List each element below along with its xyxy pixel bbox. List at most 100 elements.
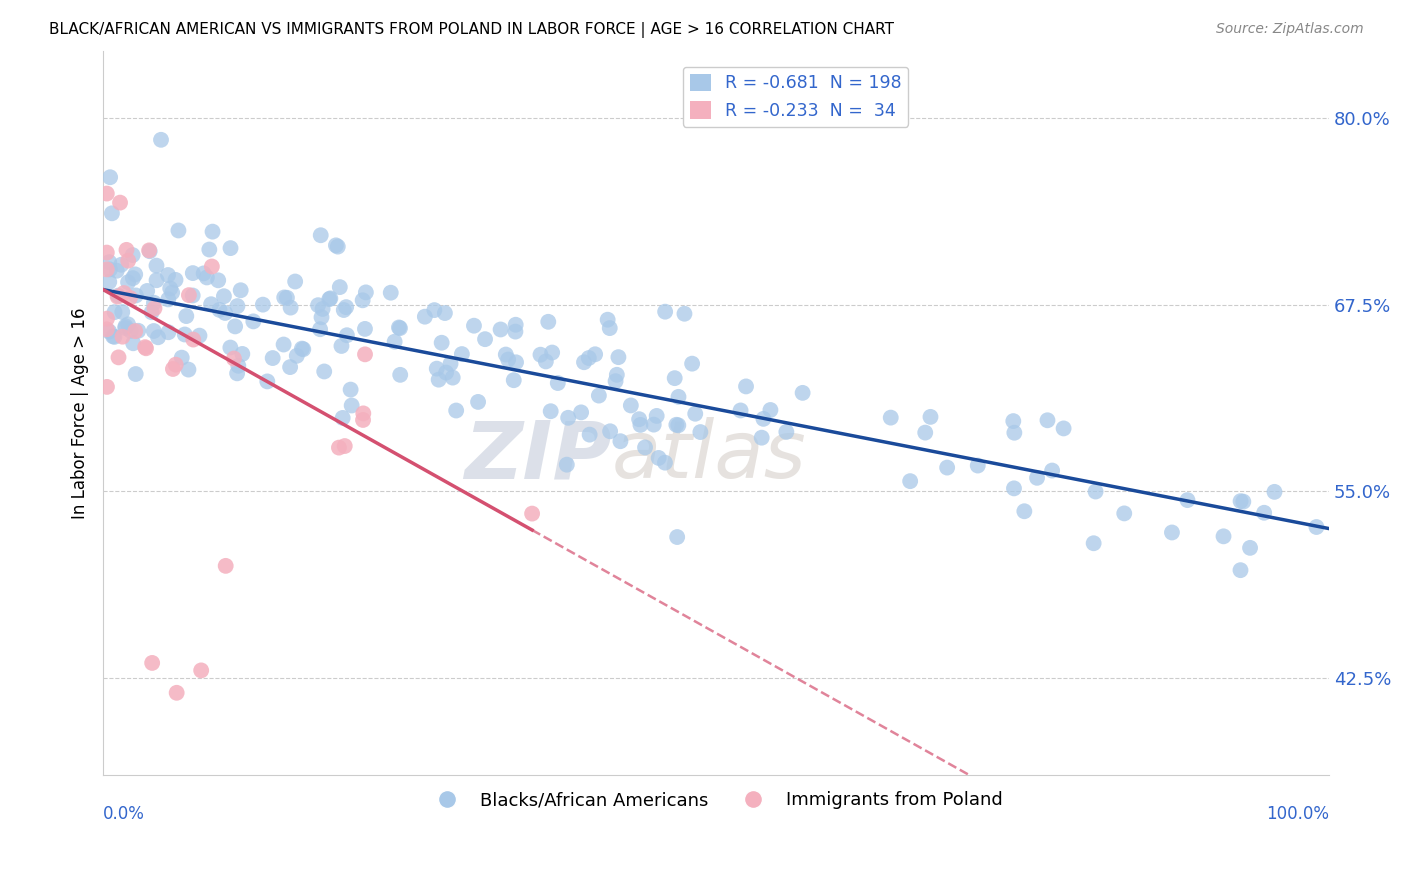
Point bbox=[98, 325, 121, 339]
Point bbox=[730, 403, 752, 417]
Point bbox=[1014, 504, 1036, 518]
Point bbox=[96, 186, 118, 201]
Point bbox=[354, 285, 377, 300]
Point bbox=[1177, 493, 1199, 508]
Point bbox=[1229, 494, 1251, 508]
Point bbox=[226, 359, 249, 373]
Point bbox=[101, 329, 124, 343]
Point bbox=[280, 301, 302, 315]
Point bbox=[103, 330, 125, 344]
Point bbox=[529, 348, 551, 362]
Point bbox=[96, 380, 118, 394]
Point bbox=[1026, 471, 1049, 485]
Point bbox=[759, 403, 782, 417]
Point bbox=[1161, 525, 1184, 540]
Point bbox=[336, 328, 359, 343]
Point bbox=[138, 244, 160, 259]
Point bbox=[98, 262, 121, 277]
Point bbox=[1229, 563, 1251, 577]
Point bbox=[578, 351, 600, 365]
Point bbox=[388, 320, 411, 334]
Point bbox=[226, 299, 249, 313]
Point bbox=[115, 243, 138, 257]
Point bbox=[444, 403, 467, 417]
Point bbox=[681, 357, 703, 371]
Point bbox=[309, 322, 332, 336]
Point bbox=[339, 383, 361, 397]
Point bbox=[167, 223, 190, 237]
Point bbox=[1263, 484, 1285, 499]
Point bbox=[1052, 421, 1074, 435]
Point bbox=[135, 341, 157, 355]
Point bbox=[157, 325, 180, 339]
Point bbox=[226, 367, 249, 381]
Point bbox=[474, 332, 496, 346]
Point bbox=[1212, 529, 1234, 543]
Y-axis label: In Labor Force | Age > 16: In Labor Force | Age > 16 bbox=[72, 307, 89, 518]
Point bbox=[150, 133, 173, 147]
Point bbox=[1002, 414, 1025, 428]
Point bbox=[534, 354, 557, 368]
Point bbox=[165, 273, 187, 287]
Point bbox=[426, 361, 449, 376]
Point bbox=[752, 412, 775, 426]
Point bbox=[177, 362, 200, 376]
Point bbox=[520, 507, 543, 521]
Point bbox=[620, 399, 643, 413]
Point bbox=[98, 275, 121, 289]
Point bbox=[936, 460, 959, 475]
Text: ZIP: ZIP bbox=[464, 417, 612, 495]
Point bbox=[354, 322, 377, 336]
Point bbox=[654, 456, 676, 470]
Point bbox=[683, 407, 706, 421]
Point bbox=[124, 324, 146, 338]
Point bbox=[96, 311, 118, 326]
Point bbox=[141, 656, 163, 670]
Point bbox=[606, 368, 628, 382]
Point bbox=[333, 439, 356, 453]
Point bbox=[193, 266, 215, 280]
Point bbox=[578, 427, 600, 442]
Point bbox=[110, 258, 132, 272]
Point bbox=[609, 434, 631, 449]
Point bbox=[276, 291, 298, 305]
Point bbox=[557, 410, 579, 425]
Point bbox=[219, 241, 242, 255]
Point bbox=[318, 292, 340, 306]
Point bbox=[325, 238, 347, 252]
Point bbox=[588, 388, 610, 402]
Point bbox=[898, 474, 921, 488]
Point bbox=[160, 285, 183, 300]
Point bbox=[654, 304, 676, 318]
Point bbox=[291, 342, 314, 356]
Point bbox=[273, 337, 295, 351]
Point bbox=[441, 370, 464, 384]
Point bbox=[647, 450, 669, 465]
Point bbox=[664, 371, 686, 385]
Point bbox=[643, 417, 665, 432]
Point bbox=[176, 309, 198, 323]
Point bbox=[107, 290, 129, 304]
Point bbox=[427, 373, 450, 387]
Point bbox=[880, 410, 903, 425]
Point bbox=[157, 268, 180, 282]
Text: atlas: atlas bbox=[612, 417, 807, 495]
Point bbox=[212, 289, 235, 303]
Point bbox=[309, 228, 332, 243]
Point bbox=[200, 297, 222, 311]
Point bbox=[666, 418, 689, 433]
Point bbox=[159, 281, 181, 295]
Point bbox=[666, 530, 689, 544]
Point bbox=[224, 319, 246, 334]
Point bbox=[966, 458, 988, 473]
Point bbox=[792, 385, 814, 400]
Point bbox=[107, 288, 129, 302]
Point bbox=[142, 295, 165, 310]
Point bbox=[1239, 541, 1261, 555]
Point bbox=[326, 239, 349, 253]
Point bbox=[96, 262, 118, 277]
Point bbox=[1253, 506, 1275, 520]
Point bbox=[673, 307, 696, 321]
Point bbox=[583, 347, 606, 361]
Point bbox=[920, 409, 942, 424]
